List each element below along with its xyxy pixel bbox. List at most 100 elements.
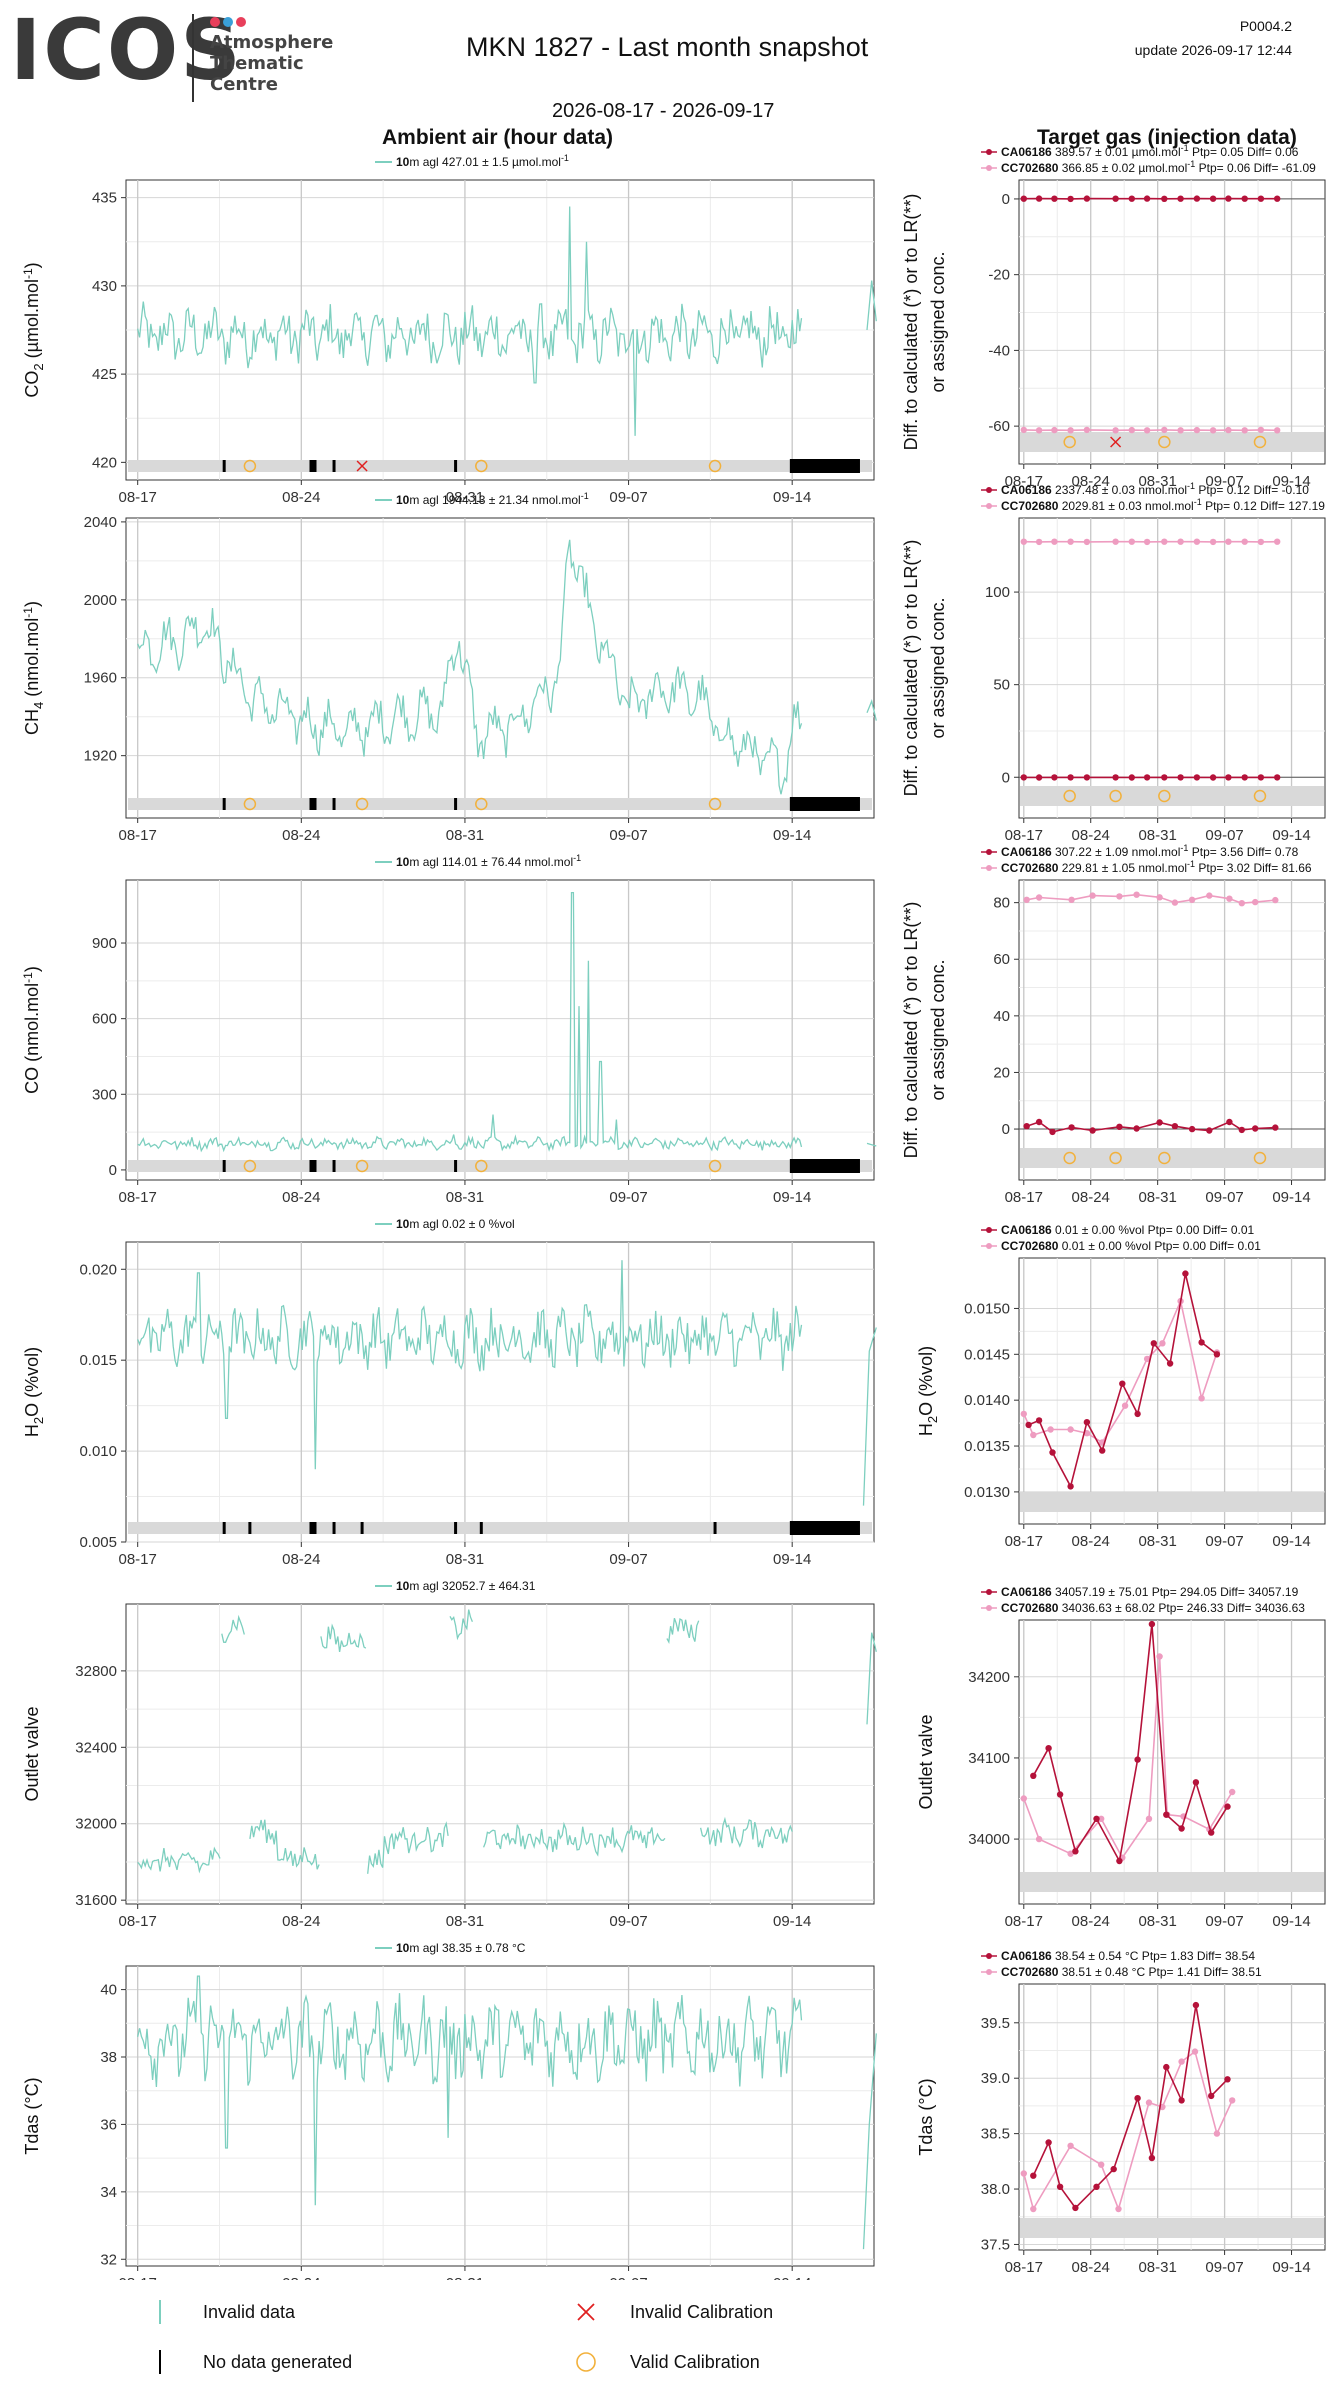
target-co-ca-point xyxy=(1156,1119,1163,1126)
target-tdas-ca-point xyxy=(1045,2139,1052,2146)
target-co-ca-point xyxy=(1035,1118,1043,1126)
target-tdas-ytick-label: 39.0 xyxy=(981,2070,1010,2087)
ambient-outlet-ytick-label: 31600 xyxy=(75,1892,117,1909)
ambient-co-ytick-label: 600 xyxy=(92,1011,117,1028)
target-co-ca-point xyxy=(1171,1123,1179,1130)
ambient-co-ylabel-sup: -1 xyxy=(21,972,35,983)
ambient-co-legend-stats: m agl 114.01 ± 76.44 nmol.mol xyxy=(409,855,573,869)
target-ch4-ca-point xyxy=(1177,774,1184,781)
ambient-co2-xtick-label: 08-31 xyxy=(446,489,484,506)
ambient-h2o-xtick-label: 09-14 xyxy=(773,1551,811,1568)
target-ch4-cc-tail: Ptp= 0.12 Diff= 127.19 xyxy=(1202,499,1326,513)
target-ch4-ca-point xyxy=(1274,774,1281,781)
target-co2-cc-point xyxy=(1241,427,1248,434)
target-ch4-valid-cal-marker xyxy=(1158,789,1171,803)
target-outlet-ca-point xyxy=(1030,1772,1037,1780)
ambient-ch4-ylabel-sup: -1 xyxy=(21,607,35,618)
target-ch4-flag-band xyxy=(1020,786,1324,806)
target-ch4-ca-point xyxy=(1067,774,1074,781)
legend-valid-cal: Valid Calibration xyxy=(630,2352,760,2372)
target-outlet-cc-stats: 34036.63 ± 68.02 Ptp= 246.33 Diff= 34036… xyxy=(1058,1601,1305,1615)
target-h2o-cc-id: CC702680 xyxy=(1001,1239,1059,1253)
target-co2-ca-point xyxy=(1128,195,1136,202)
page-title: MKN 1827 - Last month snapshot xyxy=(466,32,869,62)
target-co-ca-stats: 307.22 ± 1.09 nmol.mol xyxy=(1052,845,1181,859)
ambient-tdas-ytick-label: 32 xyxy=(100,2251,117,2268)
target-tdas-ca-point xyxy=(1148,2154,1156,2162)
target-co-cc-point xyxy=(1272,896,1279,904)
target-outlet-ca-point xyxy=(1045,1745,1052,1752)
ambient-co-series-line xyxy=(137,891,803,1153)
target-h2o-cc-point xyxy=(1198,1395,1205,1402)
target-h2o-xtick-label: 08-31 xyxy=(1138,1533,1176,1550)
target-co2-ca-tail: Ptp= 0.05 Diff= 0.06 xyxy=(1189,145,1299,159)
target-tdas-flag-band xyxy=(1020,2218,1324,2238)
ambient-co-xtick-label: 08-24 xyxy=(282,1189,320,1206)
invalid-cal-symbol-b xyxy=(577,2303,595,2321)
target-co-cc-sup: -1 xyxy=(1187,859,1195,869)
target-co2-cc-point xyxy=(1225,426,1232,434)
target-ch4-ca-point xyxy=(1051,774,1058,781)
target-co2-ca-point xyxy=(1035,195,1043,202)
target-ch4-cc-point xyxy=(1020,538,1027,545)
target-ch4-valid-cal-marker xyxy=(1109,789,1122,803)
ambient-h2o-legend-text: 10m agl 0.02 ± 0 %vol xyxy=(396,1217,515,1231)
target-ch4-ca-swatch-dot xyxy=(986,487,992,493)
target-ch4-ca-point xyxy=(1020,774,1027,781)
target-h2o-ytick-label: 0.0145 xyxy=(964,1346,1010,1363)
target-co-cc-point xyxy=(1206,892,1213,899)
target-ch4-valid-cal-marker xyxy=(1253,789,1267,803)
target-gas-title: Target gas (injection data) xyxy=(1037,126,1297,149)
target-tdas-cc-id: CC702680 xyxy=(1001,1965,1059,1979)
ambient-ch4-ylabel-main: CH xyxy=(22,709,42,735)
ambient-co2-xtick-label: 08-17 xyxy=(119,489,157,506)
ambient-h2o-panel: 0.005 0.010 0.015 0.020 08-17 08-24 08-31 09-07… xyxy=(22,1217,877,1568)
target-tdas-ylabel-main: Tdas (°C) xyxy=(916,2078,936,2155)
ambient-ch4-flag-band xyxy=(128,798,872,810)
ambient-tdas-ytick-label: 38 xyxy=(100,2049,117,2066)
target-ch4-cc-point xyxy=(1257,538,1265,546)
target-tdas-cc-point xyxy=(1178,2058,1185,2065)
ambient-h2o-xtick-label: 08-31 xyxy=(446,1551,484,1568)
date-range: 2026-08-17 - 2026-09-17 xyxy=(552,100,775,122)
target-tdas-cc-swatch-dot xyxy=(986,1969,992,1975)
ambient-outlet-frame xyxy=(125,1603,875,1905)
target-tdas-cc-point xyxy=(1098,2161,1105,2168)
ambient-h2o-ytick-label: 0.020 xyxy=(79,1261,117,1278)
ambient-co-legend-sup: -1 xyxy=(573,853,581,863)
target-ch4-ca-point xyxy=(1128,774,1136,781)
target-co-ca-sup: -1 xyxy=(1180,843,1188,853)
target-co2-ca-point xyxy=(1177,195,1184,202)
target-tdas-cc-point xyxy=(1115,2205,1122,2213)
target-co-ca-point xyxy=(1089,1127,1096,1134)
target-co2-ylabel-line1: Diff. to calculated (*) or to LR(**) xyxy=(901,194,921,451)
ambient-co2-ytick-label: 420 xyxy=(92,454,117,471)
ambient-h2o-ytick-label: 0.005 xyxy=(79,1534,117,1551)
target-h2o-ca-point xyxy=(1213,1351,1221,1358)
ambient-air-title: Ambient air (hour data) xyxy=(382,126,614,149)
target-outlet-cc-point xyxy=(1067,1850,1074,1857)
target-h2o-ca-point xyxy=(1119,1380,1126,1387)
ambient-outlet-legend-stats: m agl 32052.7 ± 464.31 xyxy=(409,1579,535,1593)
target-co2-ytick-label: 0 xyxy=(1002,191,1010,208)
target-co2-xtick-label: 08-24 xyxy=(1072,473,1110,490)
target-outlet-ca-point xyxy=(1192,1779,1200,1786)
target-tdas-ca-swatch-dot xyxy=(986,1953,992,1959)
target-ch4-xtick-label: 08-17 xyxy=(1005,827,1043,844)
target-co-cc-legend: CC702680 229.81 ± 1.05 nmol.mol-1 Ptp= 3… xyxy=(1001,859,1312,875)
ambient-co2-no-data-block xyxy=(789,459,860,473)
ambient-co-frame xyxy=(125,879,875,1181)
target-tdas-xtick-label: 08-17 xyxy=(1005,2259,1043,2276)
target-co2-ytick-label: -60 xyxy=(988,418,1010,435)
target-ch4-cc-point xyxy=(1209,538,1217,546)
target-co-ca-point xyxy=(1023,1123,1030,1130)
target-tdas-frame xyxy=(1018,1983,1326,2251)
target-tdas-ytick-label: 38.0 xyxy=(981,2181,1010,2198)
target-co-cc-point xyxy=(1089,892,1096,899)
target-co2-cc-point xyxy=(1209,427,1217,434)
ambient-h2o-xtick-label: 08-24 xyxy=(282,1551,320,1568)
ambient-co-xtick-label: 08-17 xyxy=(119,1189,157,1206)
target-outlet-xtick-label: 09-07 xyxy=(1205,1913,1243,1930)
legend-invalid-data: Invalid data xyxy=(203,2302,296,2322)
